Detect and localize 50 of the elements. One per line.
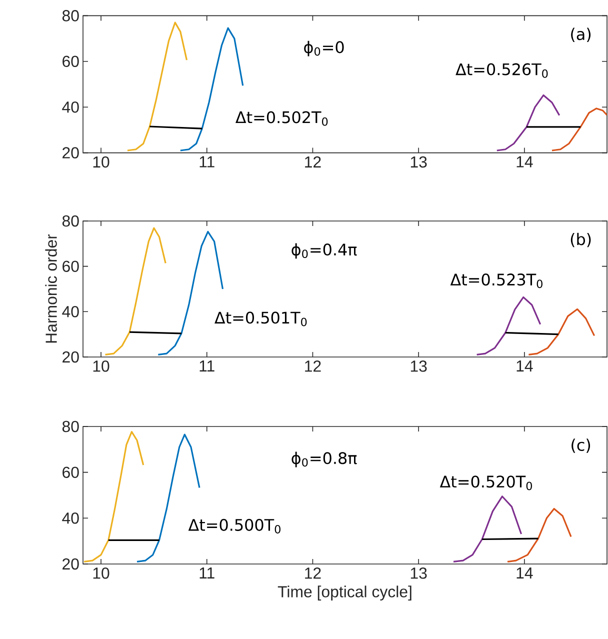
y-tick-label: 80 bbox=[62, 215, 79, 227]
annotation: ϕ$_{0}$=0.4π bbox=[292, 243, 357, 259]
y-tick-label: 80 bbox=[62, 10, 79, 22]
annotation: ϕ$_{0}$=0 bbox=[304, 40, 344, 56]
x-tick-label: 12 bbox=[305, 156, 321, 168]
line-series bbox=[126, 22, 188, 152]
y-tick-label: 60 bbox=[62, 260, 79, 272]
x-tick-label: 12 bbox=[305, 360, 321, 372]
x-tick-label: 13 bbox=[410, 360, 427, 372]
x-tick-label: 10 bbox=[93, 360, 110, 372]
x-tick-label: 11 bbox=[200, 156, 214, 168]
line-series bbox=[528, 308, 596, 356]
y-tick-label: 60 bbox=[62, 466, 79, 478]
x-tick-label: 11 bbox=[200, 360, 214, 372]
y-tick-label: 80 bbox=[62, 420, 79, 432]
annotation: (c) bbox=[572, 438, 590, 453]
line-series bbox=[452, 496, 522, 562]
annotation: Δt=0.501T$_{0}$ bbox=[214, 312, 307, 326]
y-tick-label: 40 bbox=[62, 306, 79, 318]
x-tick-label: 12 bbox=[305, 568, 321, 579]
annotation: Δt=0.500T$_{0}$ bbox=[188, 518, 280, 534]
y-tick-label: 40 bbox=[62, 101, 79, 113]
line-series bbox=[551, 108, 608, 152]
line-series bbox=[104, 227, 166, 356]
x-tick-label: 13 bbox=[410, 156, 427, 168]
annotation: Δt=0.526T$_{0}$ bbox=[456, 63, 548, 78]
line-series bbox=[506, 508, 572, 562]
x-tick-label: 14 bbox=[516, 156, 533, 168]
x-tick-label: 14 bbox=[516, 568, 533, 578]
annotation: Δt=0.523T$_{0}$ bbox=[450, 274, 542, 288]
line-series bbox=[83, 430, 144, 562]
annotation: (b) bbox=[570, 232, 591, 248]
y-tick-label: 20 bbox=[62, 558, 79, 570]
annotation: Δt=0.502T$_{0}$ bbox=[236, 111, 328, 126]
line-series bbox=[476, 296, 542, 356]
y-tick-label: 20 bbox=[62, 351, 79, 363]
x-tick-label: 10 bbox=[93, 156, 110, 168]
annotation: Δt=0.520T$_{0}$ bbox=[440, 476, 532, 490]
x-tick-label: 14 bbox=[516, 360, 533, 372]
y-tick-label: 20 bbox=[62, 147, 79, 158]
x-tick-label: 13 bbox=[410, 568, 427, 579]
y-tick-label: 60 bbox=[62, 56, 79, 68]
annotation: (a) bbox=[571, 28, 591, 42]
x-tick-label: 11 bbox=[200, 568, 214, 578]
line-series bbox=[496, 94, 560, 152]
annotation: ϕ$_{0}$=0.8π bbox=[292, 452, 357, 468]
y-tick-label: 40 bbox=[62, 512, 79, 524]
x-axis-title: Time [optical cycle] bbox=[278, 586, 412, 600]
x-tick-label: 10 bbox=[93, 568, 110, 579]
y-axis-title: Harmonic order bbox=[45, 234, 57, 343]
